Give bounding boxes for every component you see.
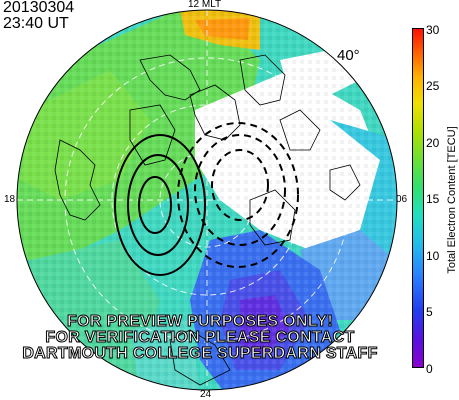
colorbar-title: Total Electron Content [TECU] [446,126,458,274]
colorbar-tick: 15 [426,192,440,206]
preview-watermark: FOR PREVIEW PURPOSES ONLY! FOR VERIFICAT… [0,313,400,362]
colorbar-tick: 0 [426,362,433,376]
watermark-line-3: DARTMOUTH COLLEGE SUPERDARN STAFF [22,345,378,362]
map-boundary [16,9,398,391]
colorbar-tick: 25 [426,79,440,93]
watermark-line-2: FOR VERIFICATION PLEASE CONTACT [45,329,355,346]
mlt-label-left: 18 [4,194,16,205]
colorbar-tick: 10 [426,249,440,263]
time-label: 23:40 UT [3,15,69,32]
watermark-line-1: FOR PREVIEW PURPOSES ONLY! [67,313,334,330]
colorbar-tick: 5 [426,305,433,319]
potential-contours-dashed [177,122,299,268]
latitude-label: 40° [337,47,360,64]
potential-contours [114,134,206,276]
mlt-meridians [17,10,397,390]
colorbar [412,28,424,368]
timestamp: 20130304 23:40 UT [3,0,74,32]
colorbar-tick: 20 [426,136,440,150]
mlt-label-top: 12 MLT [188,0,222,10]
mlt-label-right: 06 [396,194,408,205]
mlt-label-bottom: 24 [200,389,212,400]
coastlines [54,54,361,386]
colorbar-tick: 30 [426,23,440,37]
date-label: 20130304 [3,0,75,16]
